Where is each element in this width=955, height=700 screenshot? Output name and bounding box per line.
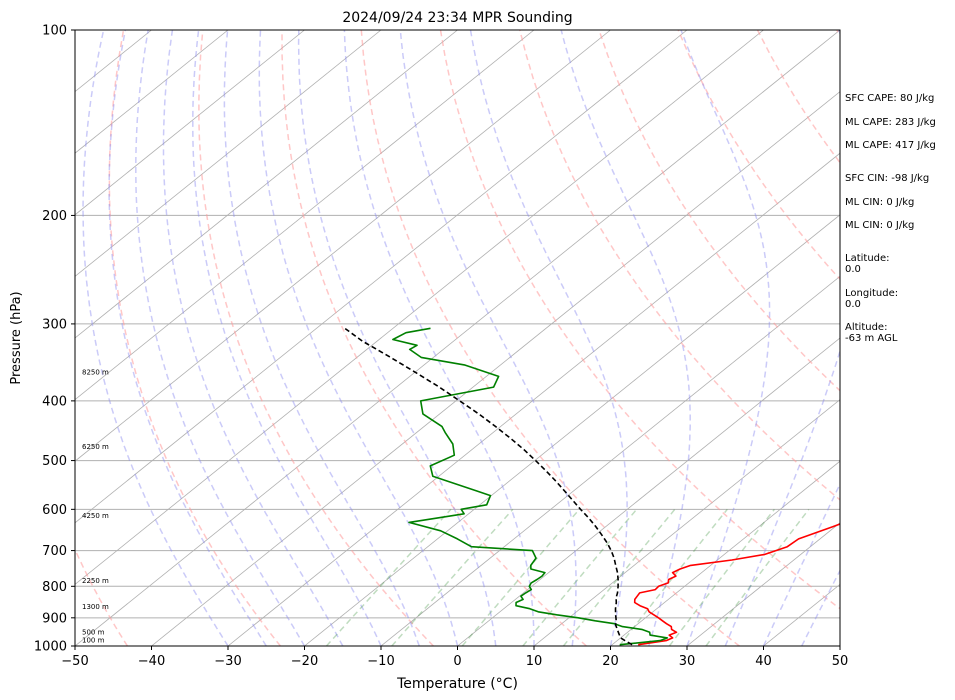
grid-layer [75, 30, 840, 646]
isotherm-line [75, 30, 305, 216]
moist-adiabat [343, 30, 535, 646]
isotherm-line [533, 399, 840, 646]
x-tick-label: −10 [367, 654, 394, 669]
dry-adiabat [360, 30, 740, 646]
mixing-ratio-line [325, 508, 452, 646]
dry-adiabat [439, 30, 840, 610]
moist-adiabat [724, 30, 840, 646]
mixing-ratio-line [668, 508, 775, 646]
mixing-ratio-line [461, 508, 580, 646]
sounding-parameter-label: Latitude: 0.0 [845, 253, 890, 275]
y-tick-label: 100 [42, 24, 67, 39]
chart-title: 2024/09/24 23:34 MPR Sounding [342, 10, 572, 26]
axes-layer: −50 −40 −30 −20 −10 0 10 20 30 40 50 1000 900 800 700 6… [34, 24, 848, 670]
height-label: 6250 m [82, 443, 109, 451]
sounding-parameter-label: ML CAPE: 417 J/kg [845, 140, 936, 151]
moist-adiabat [297, 30, 497, 646]
dry-adiabat [281, 30, 587, 646]
height-label: 500 m [82, 628, 105, 636]
x-tick-label: −20 [291, 654, 318, 669]
y-tick-label: 300 [42, 317, 67, 332]
height-label: 8250 m [82, 369, 109, 377]
dry-adiabat [75, 547, 129, 646]
y-tick-label: 500 [42, 454, 67, 469]
isotherm-line [304, 214, 840, 646]
isotherm-line [75, 30, 611, 462]
sounding-parameter-label: ML CIN: 0 J/kg [845, 197, 915, 208]
mixing-ratio-line [391, 508, 514, 646]
isotherm-line [457, 337, 840, 646]
x-axis-label: Temperature (°C) [396, 676, 518, 692]
x-tick-label: 10 [526, 654, 543, 669]
isotherm-line [227, 152, 840, 646]
x-tick-label: −30 [214, 654, 241, 669]
isotherm-line [75, 30, 382, 277]
sounding-parameter-label: Altitude: -63 m AGL [845, 322, 898, 344]
x-tick-label: 50 [832, 654, 849, 669]
mixing-ratio-line [522, 508, 638, 646]
y-tick-label: 400 [42, 394, 67, 409]
isotherm-line [380, 275, 840, 646]
y-tick-label: 600 [42, 503, 67, 518]
dry-adiabat [198, 30, 434, 646]
moist-adiabat [108, 30, 267, 646]
isotherm-line [151, 91, 840, 646]
x-tick-label: −50 [61, 654, 88, 669]
moist-adiabat [135, 30, 306, 646]
series-layer [344, 327, 840, 646]
sounding-parameter-label: ML CAPE: 283 J/kg [845, 117, 936, 128]
x-tick-label: 0 [453, 654, 461, 669]
dry-adiabat [519, 30, 840, 501]
moist-adiabat [82, 30, 229, 646]
sounding-parameter-label: Longitude: 0.0 [845, 288, 899, 310]
moist-adiabat [223, 30, 421, 646]
height-label: 1300 m [82, 603, 109, 611]
isotherm-line [75, 30, 535, 401]
dewpoint-trace [392, 327, 669, 646]
y-tick-label: 700 [42, 544, 67, 559]
moist-adiabat [162, 30, 344, 646]
sounding-parameter-label: SFC CIN: -98 J/kg [845, 173, 930, 184]
isotherm-line [610, 460, 840, 646]
moist-adiabat [560, 30, 691, 646]
height-label: 4250 m [82, 512, 109, 520]
moist-adiabat [192, 30, 382, 646]
moist-adiabat [399, 30, 577, 646]
mixing-ratio-line [562, 508, 676, 646]
moist-adiabat [469, 30, 628, 646]
x-tick-label: 40 [755, 654, 772, 669]
y-tick-label: 200 [42, 209, 67, 224]
x-tick-label: 20 [602, 654, 619, 669]
isotherm-line [75, 30, 688, 524]
parcel-trace [344, 327, 633, 646]
isotherm-line [75, 30, 229, 154]
isotherm-line [75, 30, 458, 339]
moist-adiabat [258, 30, 459, 646]
sounding-parameter-label: SFC CAPE: 80 J/kg [845, 93, 935, 104]
mixing-ratio-line [705, 508, 810, 646]
dry-adiabat [108, 30, 281, 646]
height-label: 100 m [82, 637, 105, 645]
isotherm-line [75, 30, 764, 585]
y-tick-label: 900 [42, 611, 67, 626]
x-tick-label: −40 [138, 654, 165, 669]
sounding-parameter-label: ML CIN: 0 J/kg [845, 220, 915, 231]
y-tick-label: 800 [42, 580, 67, 595]
y-tick-label: 1000 [34, 640, 67, 655]
temperature-trace [633, 523, 840, 646]
height-label: 2250 m [82, 577, 109, 585]
isotherm-line [686, 522, 840, 646]
x-tick-label: 30 [679, 654, 696, 669]
y-axis-label: Pressure (hPa) [9, 291, 24, 384]
moist-adiabat [680, 30, 771, 646]
